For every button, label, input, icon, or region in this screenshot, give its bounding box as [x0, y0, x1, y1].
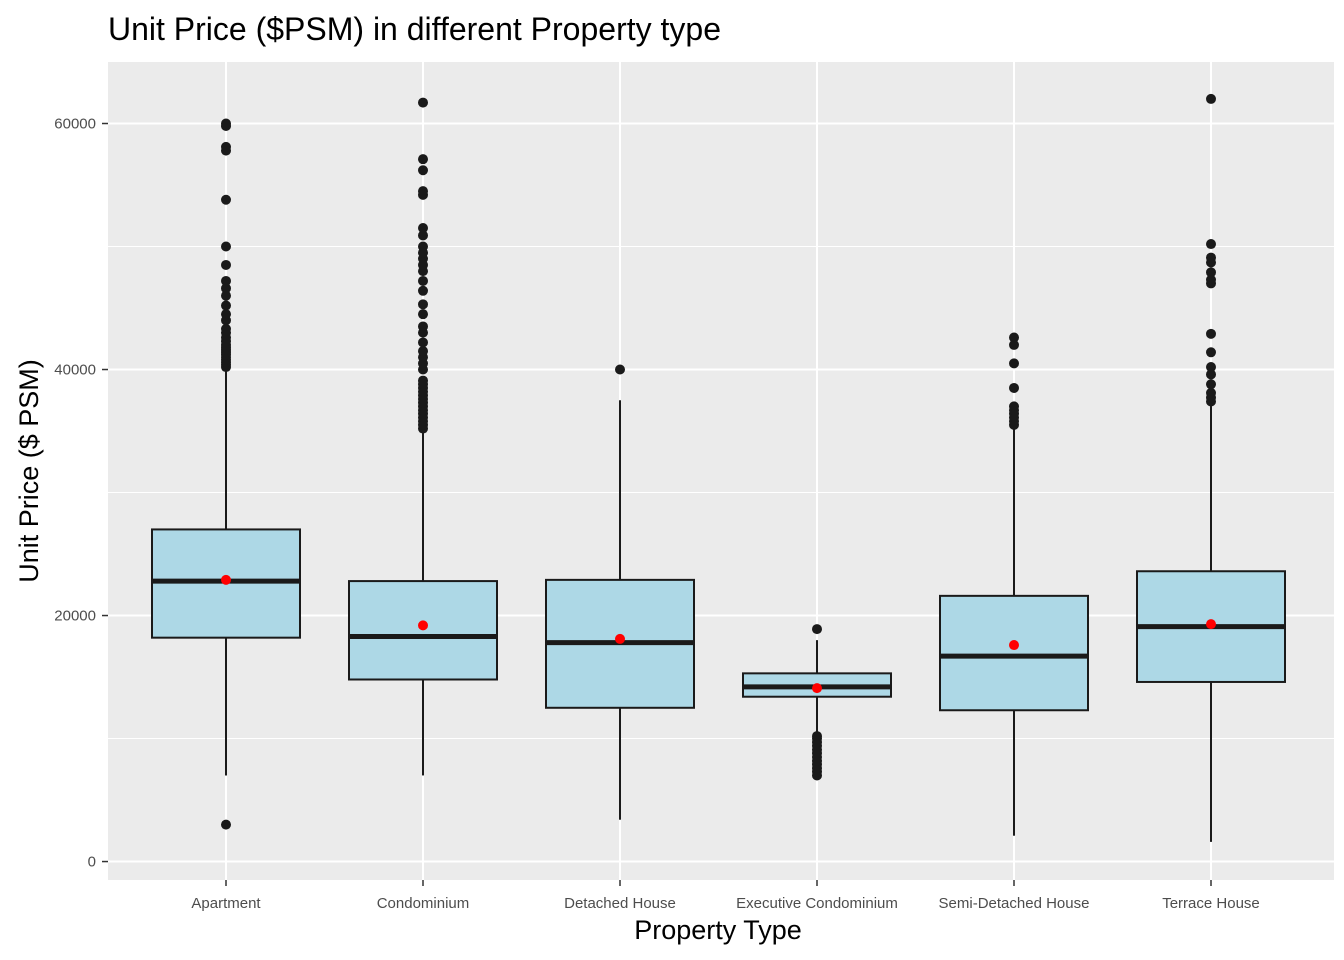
outlier-point	[221, 118, 231, 129]
outlier-point	[1206, 362, 1216, 373]
x-tick-label: Executive Condominium	[736, 895, 898, 912]
box-group-executive-condominium	[742, 624, 892, 781]
y-tick-label: 40000	[54, 362, 96, 379]
mean-point	[615, 633, 625, 644]
outlier-point	[221, 241, 231, 252]
outlier-point	[812, 624, 822, 635]
outlier-point	[418, 230, 428, 241]
x-tick-label: Semi-Detached House	[939, 895, 1090, 912]
plot-panel	[108, 62, 1334, 880]
mean-point	[418, 620, 428, 631]
outlier-point	[418, 154, 428, 165]
outlier-point	[418, 309, 428, 320]
chart-title: Unit Price ($PSM) in different Property …	[108, 11, 721, 47]
outlier-point	[1206, 369, 1216, 380]
mean-point	[1206, 619, 1216, 630]
outlier-point	[221, 300, 231, 311]
outlier-point	[1206, 379, 1216, 390]
outlier-point	[1206, 252, 1216, 263]
x-tick-label: Condominium	[377, 895, 470, 912]
outlier-point	[1206, 239, 1216, 250]
outlier-point	[221, 323, 231, 334]
outlier-point	[1009, 332, 1019, 343]
outlier-point	[1009, 358, 1019, 369]
mean-point	[812, 683, 822, 694]
outlier-point	[221, 259, 231, 270]
outlier-point	[418, 346, 428, 357]
box-group-condominium	[348, 97, 498, 776]
box-group-terrace-house	[1136, 93, 1286, 842]
x-tick-label: Detached House	[564, 895, 676, 912]
outlier-point	[418, 275, 428, 286]
outlier-point	[221, 275, 231, 286]
outlier-point	[221, 290, 231, 301]
x-tick-label: Terrace House	[1162, 895, 1260, 912]
outlier-point	[1206, 93, 1216, 104]
box-group-semi-detached-house	[939, 332, 1089, 836]
outlier-point	[221, 141, 231, 152]
y-tick-label: 0	[88, 854, 96, 871]
y-axis: 0 20000 40000 60000	[54, 116, 108, 871]
box-group-apartment	[151, 118, 301, 830]
outlier-point	[418, 337, 428, 348]
outlier-point	[418, 285, 428, 296]
outlier-point	[418, 241, 428, 252]
outlier-point	[221, 283, 231, 294]
outlier-point	[615, 364, 625, 375]
y-tick-label: 20000	[54, 608, 96, 625]
outlier-point	[221, 194, 231, 205]
outlier-point	[1206, 274, 1216, 285]
y-axis-title: Unit Price ($ PSM)	[14, 359, 44, 583]
outlier-point	[1206, 328, 1216, 339]
box-layer	[151, 93, 1286, 842]
x-axis: Apartment Condominium Detached House Execut…	[191, 880, 1260, 912]
outlier-point	[418, 375, 428, 386]
x-tick-label: Apartment	[191, 895, 261, 912]
outlier-point	[812, 731, 822, 742]
outlier-point	[1009, 339, 1019, 350]
outlier-point	[1206, 347, 1216, 358]
mean-point	[221, 574, 231, 585]
outlier-point	[1206, 387, 1216, 398]
outlier-point	[1009, 382, 1019, 393]
outlier-point	[418, 299, 428, 310]
outlier-point	[221, 309, 231, 320]
outlier-point	[221, 819, 231, 830]
iqr-box	[939, 594, 1089, 712]
outlier-point	[418, 186, 428, 197]
outlier-point	[418, 223, 428, 234]
x-axis-title: Property Type	[634, 915, 802, 945]
box-group-detached-house	[545, 364, 695, 820]
outlier-point	[418, 165, 428, 176]
outlier-point	[418, 321, 428, 332]
outlier-point	[1009, 401, 1019, 412]
outlier-point	[418, 97, 428, 108]
mean-point	[1009, 640, 1019, 651]
outlier-point	[1206, 267, 1216, 278]
y-tick-label: 60000	[54, 116, 96, 133]
